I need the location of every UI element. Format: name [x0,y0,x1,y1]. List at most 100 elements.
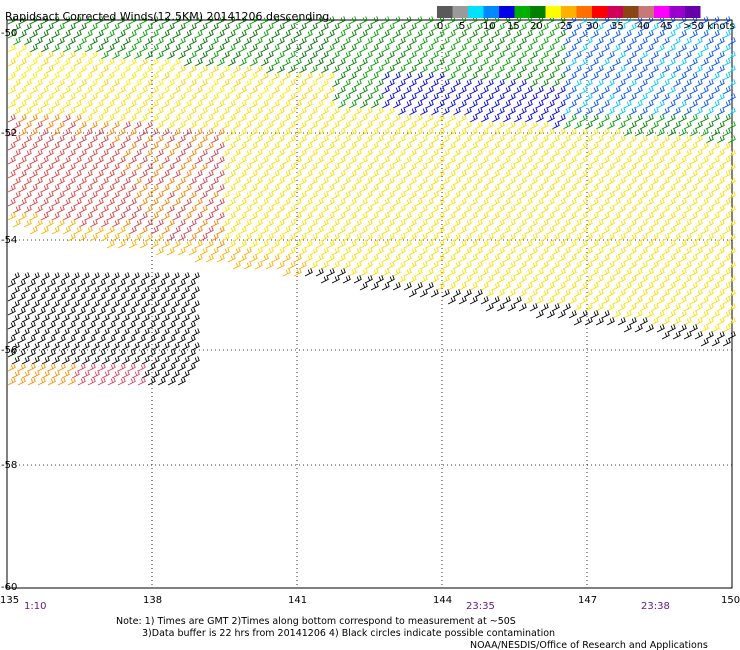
wind-barb [716,233,725,242]
wind-barb [430,177,439,186]
wind-barb [425,226,434,235]
wind-barb [29,44,38,53]
wind-barb [62,226,71,235]
wind-barb [309,247,318,256]
wind-barb [282,268,291,277]
wind-barb [392,156,401,165]
wind-barb [29,58,38,67]
wind-barb [364,275,373,284]
legend-swatch [530,6,546,18]
wind-barb [650,275,659,284]
wind-barb [452,163,461,172]
wind-barb [628,23,637,32]
wind-barb [381,114,390,123]
wind-barb [249,156,258,165]
wind-barb [485,51,494,60]
wind-barb [458,100,467,109]
wind-barb [469,128,478,137]
wind-barb [579,170,588,179]
wind-barb [584,177,593,186]
wind-barb [265,149,274,158]
wind-barb [425,72,434,81]
wind-barb [606,303,615,312]
wind-barb [106,212,115,221]
wind-barb [57,363,66,372]
wind-barb [716,121,725,130]
wind-barb [221,135,230,144]
wind-barb [353,177,362,186]
wind-barb [557,226,566,235]
wind-barb [722,142,731,151]
wind-barb [639,65,648,74]
legend-swatch [437,6,453,18]
wind-barb [320,135,329,144]
wind-barb [56,65,65,74]
wind-barb [188,65,197,74]
wind-barb [117,377,126,386]
wind-barb [67,23,76,32]
wind-barb [216,30,225,39]
wind-barb [89,233,98,242]
wind-barb [254,65,263,74]
wind-barb [131,314,140,323]
legend-swatch [685,6,701,18]
wind-barb [502,198,511,207]
wind-barb [700,338,709,347]
wind-barb [282,184,291,193]
wind-barb [12,51,21,60]
wind-barb [496,79,505,88]
wind-barb [78,65,87,74]
wind-barb [683,107,692,116]
wind-barb [144,205,153,214]
wind-barb [469,240,478,249]
wind-barb [111,205,120,214]
wind-barb [568,100,577,109]
wind-barb [408,219,417,228]
wind-barb [177,191,186,200]
wind-barb [34,93,43,102]
wind-barb [161,58,170,67]
wind-barb [612,296,621,305]
wind-barb [694,135,703,144]
wind-barb [469,44,478,53]
wind-barb [205,170,214,179]
wind-barb [337,198,346,207]
legend-tick: 5 [459,21,465,32]
wind-barb [562,163,571,172]
wind-barb [656,240,665,249]
wind-barb [700,254,709,263]
wind-barb [700,226,709,235]
wind-barb [101,328,110,337]
wind-barb [430,23,439,32]
wind-barb [502,86,511,95]
wind-barb [628,37,637,46]
wind-barb [71,314,80,323]
wind-barb [78,79,87,88]
wind-barb [524,128,533,137]
wind-barb [34,163,43,172]
wind-barb [469,100,478,109]
wind-barb [397,261,406,270]
wind-barb [392,254,401,263]
wind-barb [595,121,604,130]
wind-barb [320,247,329,256]
wind-barb [107,293,116,302]
wind-barb [161,370,170,379]
wind-barb [141,300,150,309]
wind-barb [147,293,156,302]
wind-barb [617,177,626,186]
wind-barb [672,219,681,228]
wind-barb [227,156,236,165]
wind-barb [513,282,522,291]
wind-barb [7,307,16,316]
wind-barb [496,135,505,144]
wind-barb [447,184,456,193]
wind-barb [249,170,258,179]
wind-barb [689,226,698,235]
wind-barb [177,107,186,116]
wind-barb [133,79,142,88]
wind-barb [540,51,549,60]
wind-barb [7,58,16,67]
wind-barb [205,72,214,81]
wind-barb [414,100,423,109]
